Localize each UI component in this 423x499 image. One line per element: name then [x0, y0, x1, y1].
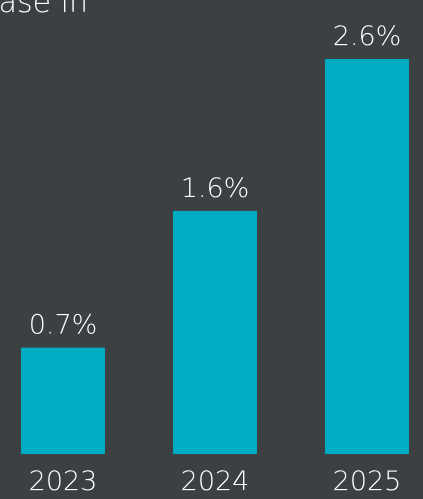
bar-2025	[325, 59, 409, 454]
x-tick-label-2023: 2023	[29, 466, 98, 497]
bar-2023	[21, 347, 105, 454]
value-label-2023: 0.7%	[29, 310, 98, 341]
value-label-2024: 1.6%	[181, 173, 250, 204]
x-tick-label-2025: 2025	[333, 466, 402, 497]
x-tick-label-2024: 2024	[181, 466, 250, 497]
bar-2024	[173, 210, 257, 454]
chart-title-line-1: crease in	[0, 0, 88, 20]
value-label-2025: 2.6%	[333, 21, 402, 52]
